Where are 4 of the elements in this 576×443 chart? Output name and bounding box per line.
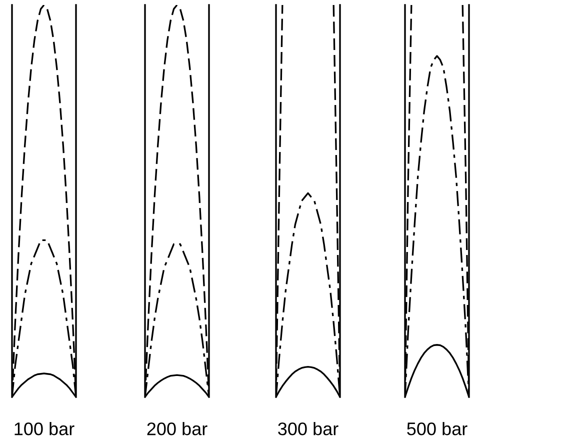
x-axis-title: 300 bar <box>278 422 338 436</box>
x-axis-title: 100 bar <box>14 422 74 436</box>
x-axis-title: 500 bar <box>407 422 468 436</box>
x-axis-title: 200 bar <box>147 422 208 436</box>
